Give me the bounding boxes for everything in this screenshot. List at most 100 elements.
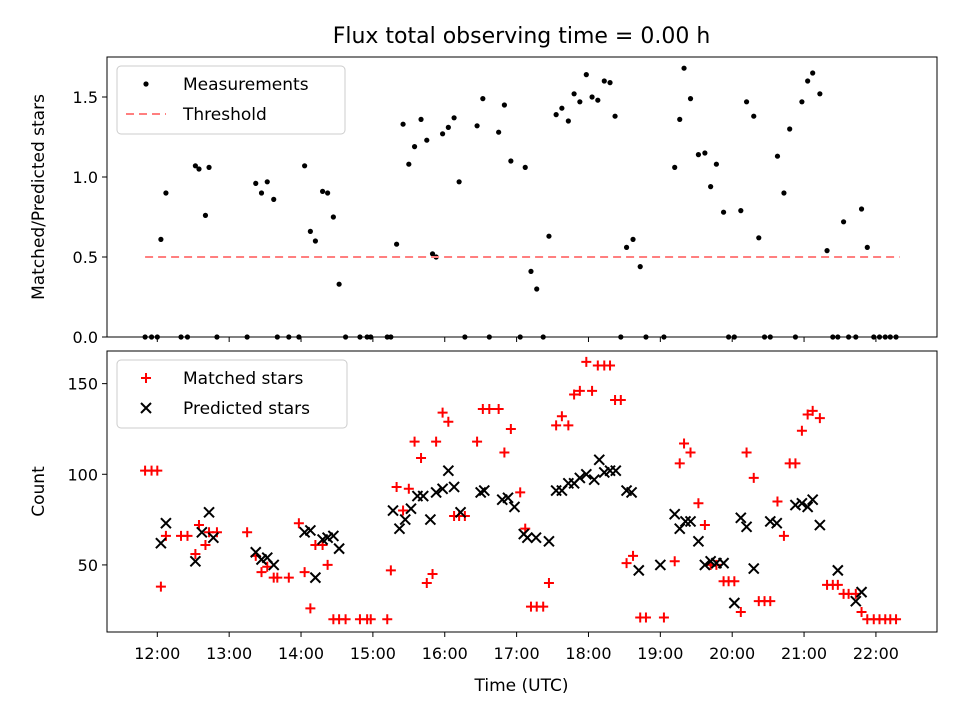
data-point bbox=[741, 447, 752, 458]
data-point bbox=[738, 208, 744, 214]
data-point bbox=[778, 530, 789, 541]
data-point bbox=[293, 518, 304, 529]
data-point bbox=[774, 153, 781, 159]
x-tick-label: 17:00 bbox=[494, 644, 540, 663]
data-point bbox=[416, 452, 427, 463]
data-point bbox=[796, 425, 807, 436]
data-point bbox=[521, 532, 534, 544]
data-point bbox=[388, 334, 394, 340]
data-point bbox=[692, 535, 705, 548]
data-point bbox=[748, 472, 759, 483]
legend-label: Predicted stars bbox=[183, 399, 310, 419]
data-point bbox=[272, 572, 283, 583]
data-point bbox=[304, 524, 317, 537]
data-point bbox=[623, 244, 630, 250]
data-point bbox=[456, 179, 462, 185]
data-point bbox=[832, 579, 843, 590]
data-point bbox=[729, 576, 740, 587]
data-point bbox=[855, 586, 868, 598]
data-point bbox=[142, 334, 148, 340]
data-point bbox=[543, 578, 554, 589]
data-point bbox=[728, 597, 741, 609]
data-point bbox=[398, 505, 409, 516]
data-point bbox=[430, 486, 442, 499]
x-axis-label: Time (UTC) bbox=[474, 676, 569, 696]
data-point bbox=[832, 564, 844, 577]
data-point bbox=[421, 578, 432, 589]
data-point bbox=[772, 496, 783, 507]
data-point bbox=[699, 559, 711, 571]
data-point bbox=[589, 94, 595, 100]
data-point bbox=[196, 526, 208, 538]
data-point bbox=[445, 124, 451, 130]
data-point bbox=[517, 334, 523, 340]
data-point bbox=[325, 190, 331, 196]
data-point bbox=[610, 464, 622, 477]
data-point bbox=[534, 286, 540, 292]
data-point bbox=[805, 78, 811, 84]
data-point bbox=[588, 474, 600, 486]
data-point bbox=[302, 163, 308, 169]
data-point bbox=[357, 334, 363, 340]
data-point bbox=[765, 596, 776, 607]
data-point bbox=[569, 389, 580, 400]
data-point bbox=[677, 116, 683, 122]
x-tick-label: 19:00 bbox=[637, 644, 683, 663]
data-point bbox=[661, 334, 667, 340]
data-point bbox=[876, 334, 883, 340]
data-point bbox=[437, 407, 448, 418]
data-point bbox=[740, 521, 753, 533]
data-point bbox=[299, 567, 310, 578]
data-point bbox=[858, 206, 865, 212]
data-point bbox=[189, 555, 202, 568]
data-point bbox=[409, 436, 420, 447]
data-point bbox=[781, 190, 787, 196]
data-point bbox=[405, 503, 417, 515]
data-point bbox=[474, 486, 487, 499]
data-point bbox=[480, 96, 486, 102]
data-point bbox=[399, 513, 411, 526]
data-point bbox=[850, 595, 862, 607]
data-point bbox=[787, 126, 793, 132]
data-point bbox=[400, 121, 406, 127]
data-point bbox=[824, 248, 830, 254]
data-point bbox=[443, 416, 454, 427]
data-point bbox=[462, 334, 468, 340]
data-point bbox=[394, 241, 400, 247]
x-tick-label: 14:00 bbox=[278, 644, 324, 663]
data-point bbox=[242, 527, 253, 538]
data-point bbox=[202, 212, 209, 218]
legend-box bbox=[116, 65, 346, 135]
data-point bbox=[551, 420, 562, 431]
data-point bbox=[391, 481, 402, 492]
data-point bbox=[403, 483, 414, 494]
data-point bbox=[806, 493, 819, 506]
data-point bbox=[393, 522, 406, 535]
data-point bbox=[505, 423, 516, 434]
data-point bbox=[574, 385, 585, 396]
data-point bbox=[810, 70, 816, 76]
data-point bbox=[713, 161, 719, 167]
data-point bbox=[439, 131, 446, 137]
legend-label: Matched stars bbox=[183, 369, 303, 389]
data-point bbox=[856, 607, 867, 618]
data-point bbox=[211, 527, 222, 538]
y-tick-label: 1.5 bbox=[73, 88, 98, 107]
data-point bbox=[454, 506, 467, 519]
data-point bbox=[612, 113, 618, 119]
data-point bbox=[684, 515, 697, 528]
data-point bbox=[305, 603, 316, 614]
data-point bbox=[618, 334, 624, 340]
data-point bbox=[607, 80, 613, 86]
data-point bbox=[587, 385, 598, 396]
data-point bbox=[654, 559, 667, 571]
data-point bbox=[312, 238, 318, 244]
data-point bbox=[486, 334, 492, 340]
data-point bbox=[893, 334, 899, 340]
data-point bbox=[574, 472, 586, 484]
data-point bbox=[163, 190, 169, 196]
data-point bbox=[214, 334, 220, 340]
data-point bbox=[496, 129, 502, 135]
data-point bbox=[155, 537, 167, 549]
data-point bbox=[685, 447, 696, 458]
